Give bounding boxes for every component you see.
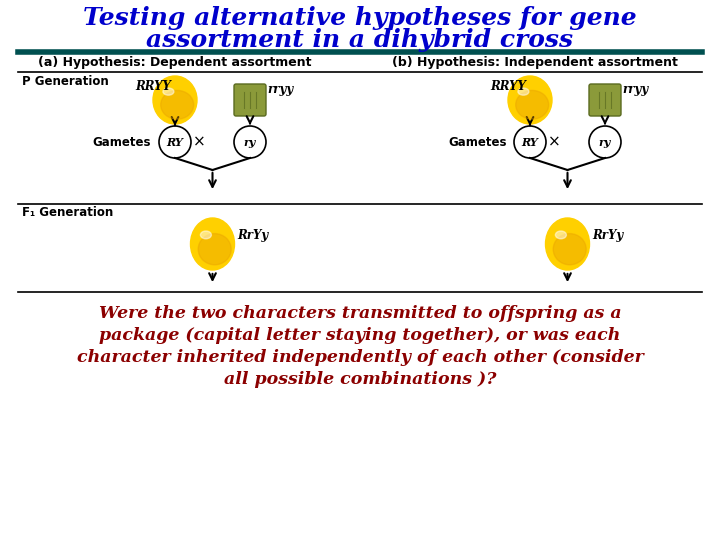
Ellipse shape <box>508 76 552 124</box>
Text: Gametes: Gametes <box>92 136 150 148</box>
Text: F₁ Generation: F₁ Generation <box>22 206 113 219</box>
Text: ×: × <box>548 134 560 150</box>
Text: rryy: rryy <box>622 84 648 97</box>
Ellipse shape <box>191 218 235 270</box>
Ellipse shape <box>153 76 197 124</box>
Text: rryy: rryy <box>267 84 293 97</box>
Ellipse shape <box>518 88 529 95</box>
Text: Were the two characters transmitted to offspring as a: Were the two characters transmitted to o… <box>99 305 621 322</box>
Text: RRYY: RRYY <box>490 79 526 92</box>
Text: ry: ry <box>599 137 611 147</box>
Text: RRYY: RRYY <box>135 79 171 92</box>
Ellipse shape <box>161 90 194 119</box>
Ellipse shape <box>553 234 586 265</box>
Text: ry: ry <box>244 137 256 147</box>
FancyBboxPatch shape <box>234 84 266 116</box>
FancyBboxPatch shape <box>589 84 621 116</box>
Ellipse shape <box>198 234 231 265</box>
Text: RrYy: RrYy <box>593 230 624 242</box>
Text: (a) Hypothesis: Dependent assortment: (a) Hypothesis: Dependent assortment <box>38 56 312 69</box>
Text: Gametes: Gametes <box>448 136 506 148</box>
Text: P Generation: P Generation <box>22 75 109 88</box>
Ellipse shape <box>200 231 212 239</box>
Text: assortment in a dihybrid cross: assortment in a dihybrid cross <box>146 28 574 52</box>
Text: (b) Hypothesis: Independent assortment: (b) Hypothesis: Independent assortment <box>392 56 678 69</box>
Text: character inherited independently of each other (consider: character inherited independently of eac… <box>76 349 644 366</box>
Text: package (capital letter staying together), or was each: package (capital letter staying together… <box>99 327 621 344</box>
Text: RY: RY <box>521 137 539 147</box>
Text: Testing alternative hypotheses for gene: Testing alternative hypotheses for gene <box>84 6 636 30</box>
Text: RrYy: RrYy <box>238 230 269 242</box>
Ellipse shape <box>516 90 549 119</box>
Ellipse shape <box>163 88 174 95</box>
Text: all possible combinations )?: all possible combinations )? <box>224 371 496 388</box>
Text: ×: × <box>193 134 205 150</box>
Text: RY: RY <box>166 137 184 147</box>
Ellipse shape <box>546 218 590 270</box>
Ellipse shape <box>555 231 567 239</box>
